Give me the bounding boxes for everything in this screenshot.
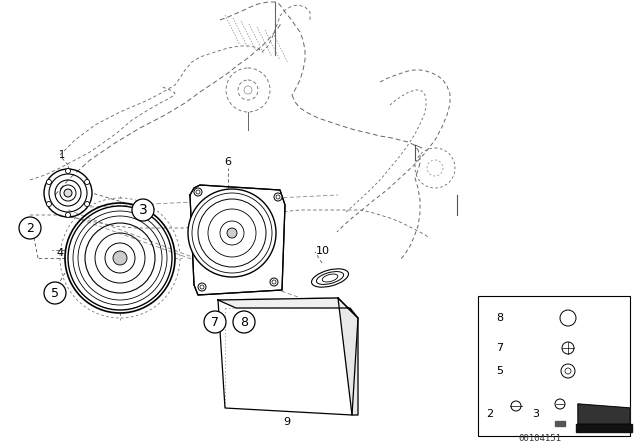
Text: 3: 3 bbox=[532, 409, 540, 419]
Ellipse shape bbox=[312, 269, 348, 287]
Polygon shape bbox=[555, 421, 565, 426]
Circle shape bbox=[194, 188, 202, 196]
Circle shape bbox=[47, 202, 51, 207]
Circle shape bbox=[274, 193, 282, 201]
Text: 7: 7 bbox=[211, 315, 219, 328]
Circle shape bbox=[47, 180, 51, 185]
Text: 10: 10 bbox=[316, 246, 330, 256]
Circle shape bbox=[64, 189, 72, 197]
Polygon shape bbox=[218, 298, 358, 415]
Bar bbox=[478, 296, 630, 436]
Text: 6: 6 bbox=[225, 157, 232, 167]
Polygon shape bbox=[218, 298, 358, 318]
Polygon shape bbox=[578, 404, 630, 424]
Text: 9: 9 bbox=[284, 417, 291, 427]
Circle shape bbox=[204, 311, 226, 333]
Text: 2: 2 bbox=[486, 409, 493, 419]
Text: 4: 4 bbox=[56, 248, 63, 258]
Text: 7: 7 bbox=[497, 343, 504, 353]
Polygon shape bbox=[576, 424, 632, 432]
Circle shape bbox=[132, 199, 154, 221]
Text: 1: 1 bbox=[59, 150, 65, 160]
Circle shape bbox=[227, 228, 237, 238]
Text: 8: 8 bbox=[497, 313, 504, 323]
Text: 5: 5 bbox=[51, 287, 59, 300]
Circle shape bbox=[84, 180, 90, 185]
Text: 2: 2 bbox=[26, 221, 34, 234]
Text: 5: 5 bbox=[497, 366, 504, 376]
Circle shape bbox=[560, 310, 576, 326]
Circle shape bbox=[188, 189, 276, 277]
Circle shape bbox=[113, 251, 127, 265]
Circle shape bbox=[65, 168, 70, 173]
Circle shape bbox=[561, 364, 575, 378]
Text: 3: 3 bbox=[139, 203, 147, 217]
Text: 00104151: 00104151 bbox=[518, 434, 561, 443]
Circle shape bbox=[65, 212, 70, 217]
Text: 8: 8 bbox=[240, 315, 248, 328]
Circle shape bbox=[84, 202, 90, 207]
Circle shape bbox=[233, 311, 255, 333]
Circle shape bbox=[198, 283, 206, 291]
Polygon shape bbox=[338, 298, 358, 415]
Circle shape bbox=[270, 278, 278, 286]
Polygon shape bbox=[190, 185, 285, 295]
Circle shape bbox=[19, 217, 41, 239]
Circle shape bbox=[44, 282, 66, 304]
